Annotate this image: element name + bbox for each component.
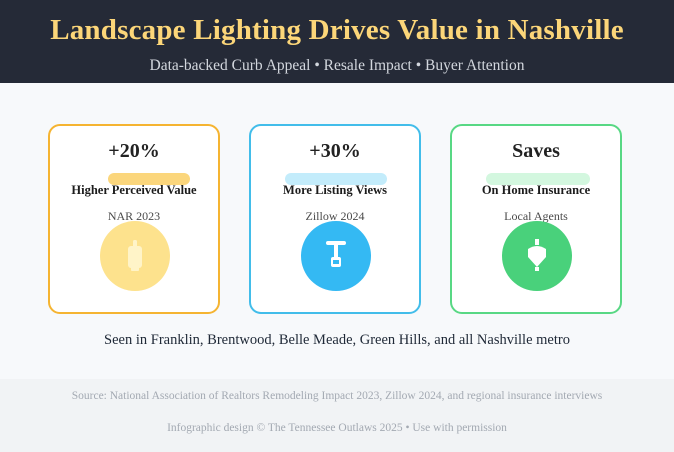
stat-source: Zillow 2024: [305, 209, 365, 223]
highlight-bar: [108, 173, 190, 185]
stat-card-listing-views: +30% More Listing Views Zillow 2024: [249, 124, 421, 314]
stat-card-perceived-value: +20% Higher Perceived Value NAR 2023: [48, 124, 220, 314]
stat-source: Local Agents: [504, 209, 568, 223]
highlight-bar: [285, 173, 387, 185]
page-title: Landscape Lighting Drives Value in Nashv…: [50, 14, 624, 46]
lantern-icon: [100, 221, 170, 291]
highlight-bar: [486, 173, 590, 185]
header-banner: Landscape Lighting Drives Value in Nashv…: [0, 0, 674, 83]
main-panel: +20% Higher Perceived Value NAR 2023 +30…: [0, 83, 674, 379]
stat-card-home-insurance: Saves On Home Insurance Local Agents: [450, 124, 622, 314]
lamp-post-icon: [301, 221, 371, 291]
stat-value: +30%: [309, 140, 361, 162]
stat-label: On Home Insurance: [481, 183, 591, 197]
service-areas: Seen in Franklin, Brentwood, Belle Meade…: [104, 332, 570, 348]
stat-label: More Listing Views: [283, 183, 387, 197]
credit-line: Infographic design © The Tennessee Outla…: [167, 422, 507, 434]
stat-value: Saves: [512, 140, 560, 162]
stat-source: NAR 2023: [107, 209, 161, 223]
source-note: Source: National Association of Realtors…: [71, 390, 603, 402]
stat-value: +20%: [108, 140, 160, 162]
page-subtitle: Data-backed Curb Appeal • Resale Impact …: [149, 57, 525, 74]
stat-label: Higher Perceived Value: [71, 183, 197, 197]
footer: Source: National Association of Realtors…: [0, 379, 674, 452]
shield-light-icon: [502, 221, 572, 291]
